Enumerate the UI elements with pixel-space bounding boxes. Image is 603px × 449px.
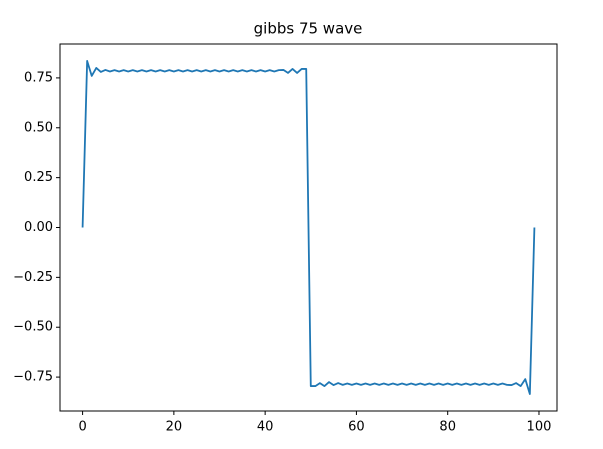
y-tick-label: 0.00 bbox=[24, 220, 53, 235]
plot-frame bbox=[59, 43, 558, 412]
x-tick-label: 0 bbox=[78, 420, 86, 435]
line-series bbox=[81, 60, 536, 395]
x-tick-label: 100 bbox=[527, 420, 552, 435]
y-tick-label: 0.75 bbox=[24, 70, 53, 85]
y-tick-label: −0.25 bbox=[13, 270, 53, 285]
x-tick-label: 80 bbox=[439, 420, 456, 435]
y-tick-label: −0.75 bbox=[13, 370, 53, 385]
y-tick-label: 0.25 bbox=[24, 170, 53, 185]
x-tick-label: 40 bbox=[257, 420, 274, 435]
y-tick-label: 0.50 bbox=[24, 120, 53, 135]
x-tick-label: 60 bbox=[348, 420, 365, 435]
chart-title: gibbs 75 wave bbox=[254, 20, 363, 38]
y-tick-label: −0.50 bbox=[13, 320, 53, 335]
x-tick-label: 20 bbox=[166, 420, 183, 435]
